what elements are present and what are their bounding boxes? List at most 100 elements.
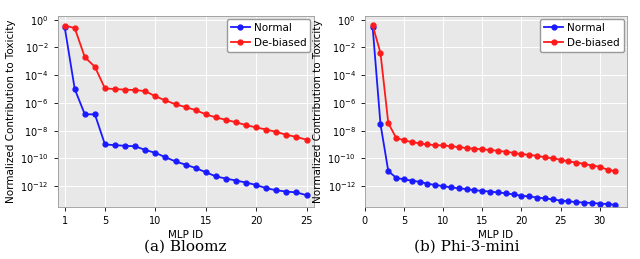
Normal: [392, 176, 400, 179]
Normal: [549, 198, 557, 201]
De-biased: [141, 90, 149, 93]
Normal: [525, 195, 533, 198]
Normal: [424, 182, 431, 185]
De-biased: [262, 128, 270, 131]
De-biased: [273, 131, 280, 134]
Y-axis label: Normalized Contribution to Toxicity: Normalized Contribution to Toxicity: [313, 20, 323, 203]
Text: (b) Phi-3-mini: (b) Phi-3-mini: [415, 240, 520, 254]
Normal: [369, 25, 376, 28]
Normal: [292, 191, 300, 194]
Normal: [580, 201, 588, 204]
Y-axis label: Normalized Contribution to Toxicity: Normalized Contribution to Toxicity: [6, 20, 16, 203]
De-biased: [292, 135, 300, 139]
Normal: [564, 200, 572, 203]
Normal: [262, 187, 270, 190]
De-biased: [518, 153, 525, 156]
De-biased: [376, 51, 384, 54]
De-biased: [541, 156, 548, 159]
De-biased: [408, 140, 415, 143]
Normal: [282, 190, 290, 193]
Normal: [612, 203, 620, 206]
Normal: [101, 143, 109, 146]
Normal: [303, 194, 310, 197]
De-biased: [81, 56, 89, 59]
De-biased: [470, 147, 478, 150]
De-biased: [172, 103, 179, 106]
Normal: [61, 25, 68, 28]
De-biased: [192, 109, 200, 112]
De-biased: [122, 88, 129, 91]
Normal: [131, 145, 139, 148]
Normal: [408, 179, 415, 182]
De-biased: [385, 121, 392, 125]
Normal: [431, 183, 439, 186]
De-biased: [222, 118, 230, 121]
Normal: [152, 151, 159, 154]
Normal: [212, 175, 220, 178]
Normal: [91, 113, 99, 116]
Line: De-biased: De-biased: [62, 23, 309, 142]
Normal: [141, 148, 149, 152]
Normal: [385, 170, 392, 173]
X-axis label: MLP ID: MLP ID: [168, 231, 203, 240]
Normal: [463, 188, 470, 191]
Normal: [455, 187, 463, 190]
De-biased: [232, 121, 240, 124]
Normal: [400, 178, 408, 181]
Normal: [494, 191, 502, 194]
Normal: [557, 199, 564, 202]
Normal: [604, 203, 611, 206]
De-biased: [596, 165, 604, 168]
Normal: [81, 113, 89, 116]
De-biased: [447, 145, 455, 148]
De-biased: [400, 139, 408, 142]
De-biased: [572, 161, 580, 164]
Normal: [416, 180, 424, 183]
Normal: [486, 190, 494, 193]
Normal: [533, 196, 541, 199]
De-biased: [416, 142, 424, 145]
Normal: [541, 197, 548, 200]
De-biased: [369, 24, 376, 27]
Normal: [470, 189, 478, 192]
Normal: [510, 193, 518, 196]
Normal: [588, 202, 596, 205]
De-biased: [455, 146, 463, 149]
De-biased: [252, 126, 260, 129]
De-biased: [101, 87, 109, 90]
De-biased: [549, 157, 557, 160]
Normal: [572, 200, 580, 204]
De-biased: [502, 150, 509, 153]
Normal: [376, 123, 384, 126]
Legend: Normal, De-biased: Normal, De-biased: [227, 19, 310, 52]
Normal: [273, 189, 280, 192]
Normal: [192, 167, 200, 170]
De-biased: [162, 99, 170, 102]
Normal: [596, 202, 604, 205]
De-biased: [131, 89, 139, 92]
De-biased: [91, 65, 99, 68]
Normal: [242, 181, 250, 184]
De-biased: [494, 149, 502, 152]
De-biased: [588, 164, 596, 167]
De-biased: [604, 168, 611, 171]
De-biased: [111, 88, 119, 91]
Normal: [182, 163, 189, 166]
De-biased: [557, 158, 564, 161]
Normal: [172, 160, 179, 163]
De-biased: [71, 26, 79, 30]
De-biased: [580, 162, 588, 166]
Normal: [439, 184, 447, 188]
De-biased: [439, 144, 447, 147]
De-biased: [424, 143, 431, 146]
De-biased: [202, 113, 209, 116]
Line: De-biased: De-biased: [370, 23, 618, 174]
Normal: [111, 143, 119, 147]
De-biased: [182, 105, 189, 109]
De-biased: [533, 154, 541, 157]
Normal: [162, 156, 170, 159]
Normal: [202, 171, 209, 174]
Normal: [122, 144, 129, 147]
Line: Normal: Normal: [62, 25, 309, 198]
De-biased: [486, 148, 494, 152]
